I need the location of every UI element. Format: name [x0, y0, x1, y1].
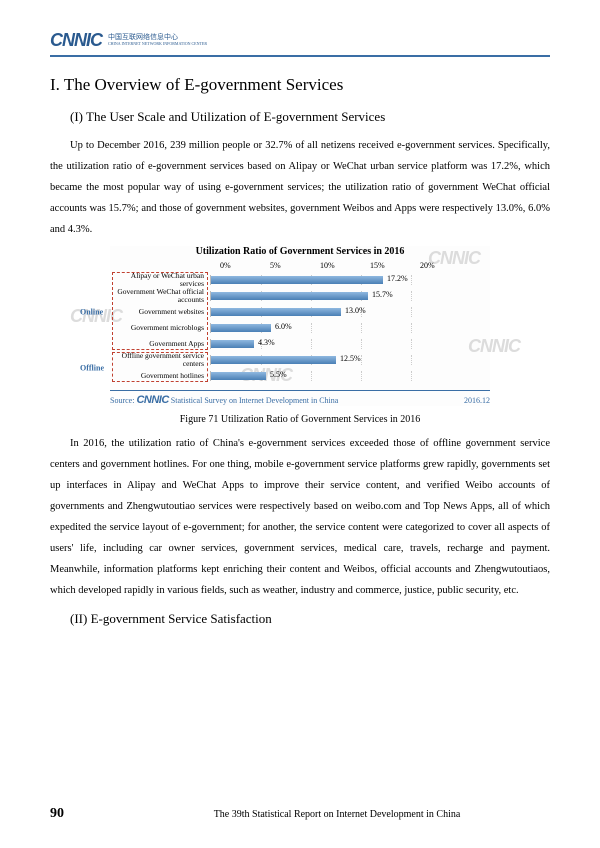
bar-value: 4.3% [258, 338, 275, 347]
bar [211, 308, 341, 316]
category-label: Government microblogs [110, 324, 210, 332]
group-label: Offline [80, 364, 104, 373]
bar [211, 292, 368, 300]
x-tick-label: 5% [270, 261, 320, 270]
bar-value: 6.0% [275, 322, 292, 331]
logo-subtitle: 中国互联网络信息中心 CHINA INTERNET NETWORK INFORM… [108, 34, 207, 46]
chart-row: Alipay or WeChat urban services 17.2% [110, 272, 490, 288]
bar-area: 5.5% [210, 371, 460, 381]
chart-row: Government hotlines 5.5% [110, 368, 490, 384]
chart-row: Government websites 13.0% [110, 304, 490, 320]
x-tick-label: 10% [320, 261, 370, 270]
page-header: CNNIC 中国互联网络信息中心 CHINA INTERNET NETWORK … [50, 30, 550, 57]
x-tick-label: 15% [370, 261, 420, 270]
category-label: Government WeChat official accounts [110, 288, 210, 305]
page-number: 90 [50, 806, 64, 822]
bar-area: 15.7% [210, 291, 460, 301]
chart-rows: OnlineOfflineAlipay or WeChat urban serv… [110, 272, 490, 384]
figure-caption: Figure 71 Utilization Ratio of Governmen… [50, 414, 550, 425]
bar [211, 356, 336, 364]
chart-row: Government Apps 4.3% [110, 336, 490, 352]
x-tick-label: 0% [220, 261, 270, 270]
bar-value: 5.5% [270, 370, 287, 379]
category-label: Offline government service centers [110, 352, 210, 369]
chart-row: Government microblogs 6.0% [110, 320, 490, 336]
bar [211, 276, 383, 284]
cnnic-logo: CNNIC [50, 30, 102, 51]
chart-source: Source: CNNIC Statistical Survey on Inte… [110, 390, 490, 406]
bar-area: 12.5% [210, 355, 460, 365]
source-logo: CNNIC [136, 394, 168, 406]
group-label: Online [80, 308, 103, 317]
utilization-chart: CNNIC CNNIC CNNIC CNNIC Utilization Rati… [110, 246, 490, 406]
bar-value: 15.7% [372, 290, 393, 299]
bar-area: 6.0% [210, 323, 460, 333]
category-label: Government websites [110, 308, 210, 316]
bar-area: 4.3% [210, 339, 460, 349]
chart-row: Offline government service centers 12.5% [110, 352, 490, 368]
page-footer: 90 The 39th Statistical Report on Intern… [50, 806, 550, 822]
chart-row: Government WeChat official accounts 15.7% [110, 288, 490, 304]
bar [211, 340, 254, 348]
bar-value: 13.0% [345, 306, 366, 315]
bar-value: 12.5% [340, 354, 361, 363]
paragraph-1: Up to December 2016, 239 million people … [50, 135, 550, 240]
bar-value: 17.2% [387, 274, 408, 283]
subsection-2-title: (II) E-government Service Satisfaction [70, 611, 550, 627]
section-title: I. The Overview of E-government Services [50, 75, 550, 95]
bar-area: 17.2% [210, 275, 460, 285]
category-label: Alipay or WeChat urban services [110, 272, 210, 289]
bar [211, 324, 271, 332]
source-date: 2016.12 [464, 396, 490, 405]
bar-area: 13.0% [210, 307, 460, 317]
category-label: Government Apps [110, 340, 210, 348]
bar [211, 372, 266, 380]
subsection-1-title: (I) The User Scale and Utilization of E-… [70, 109, 550, 125]
paragraph-2: In 2016, the utilization ratio of China'… [50, 433, 550, 601]
x-axis-labels: 0%5%10%15%20% [220, 261, 490, 270]
category-label: Government hotlines [110, 372, 210, 380]
chart-title: Utilization Ratio of Government Services… [110, 246, 490, 257]
footer-text: The 39th Statistical Report on Internet … [124, 809, 550, 820]
x-tick-label: 20% [420, 261, 470, 270]
